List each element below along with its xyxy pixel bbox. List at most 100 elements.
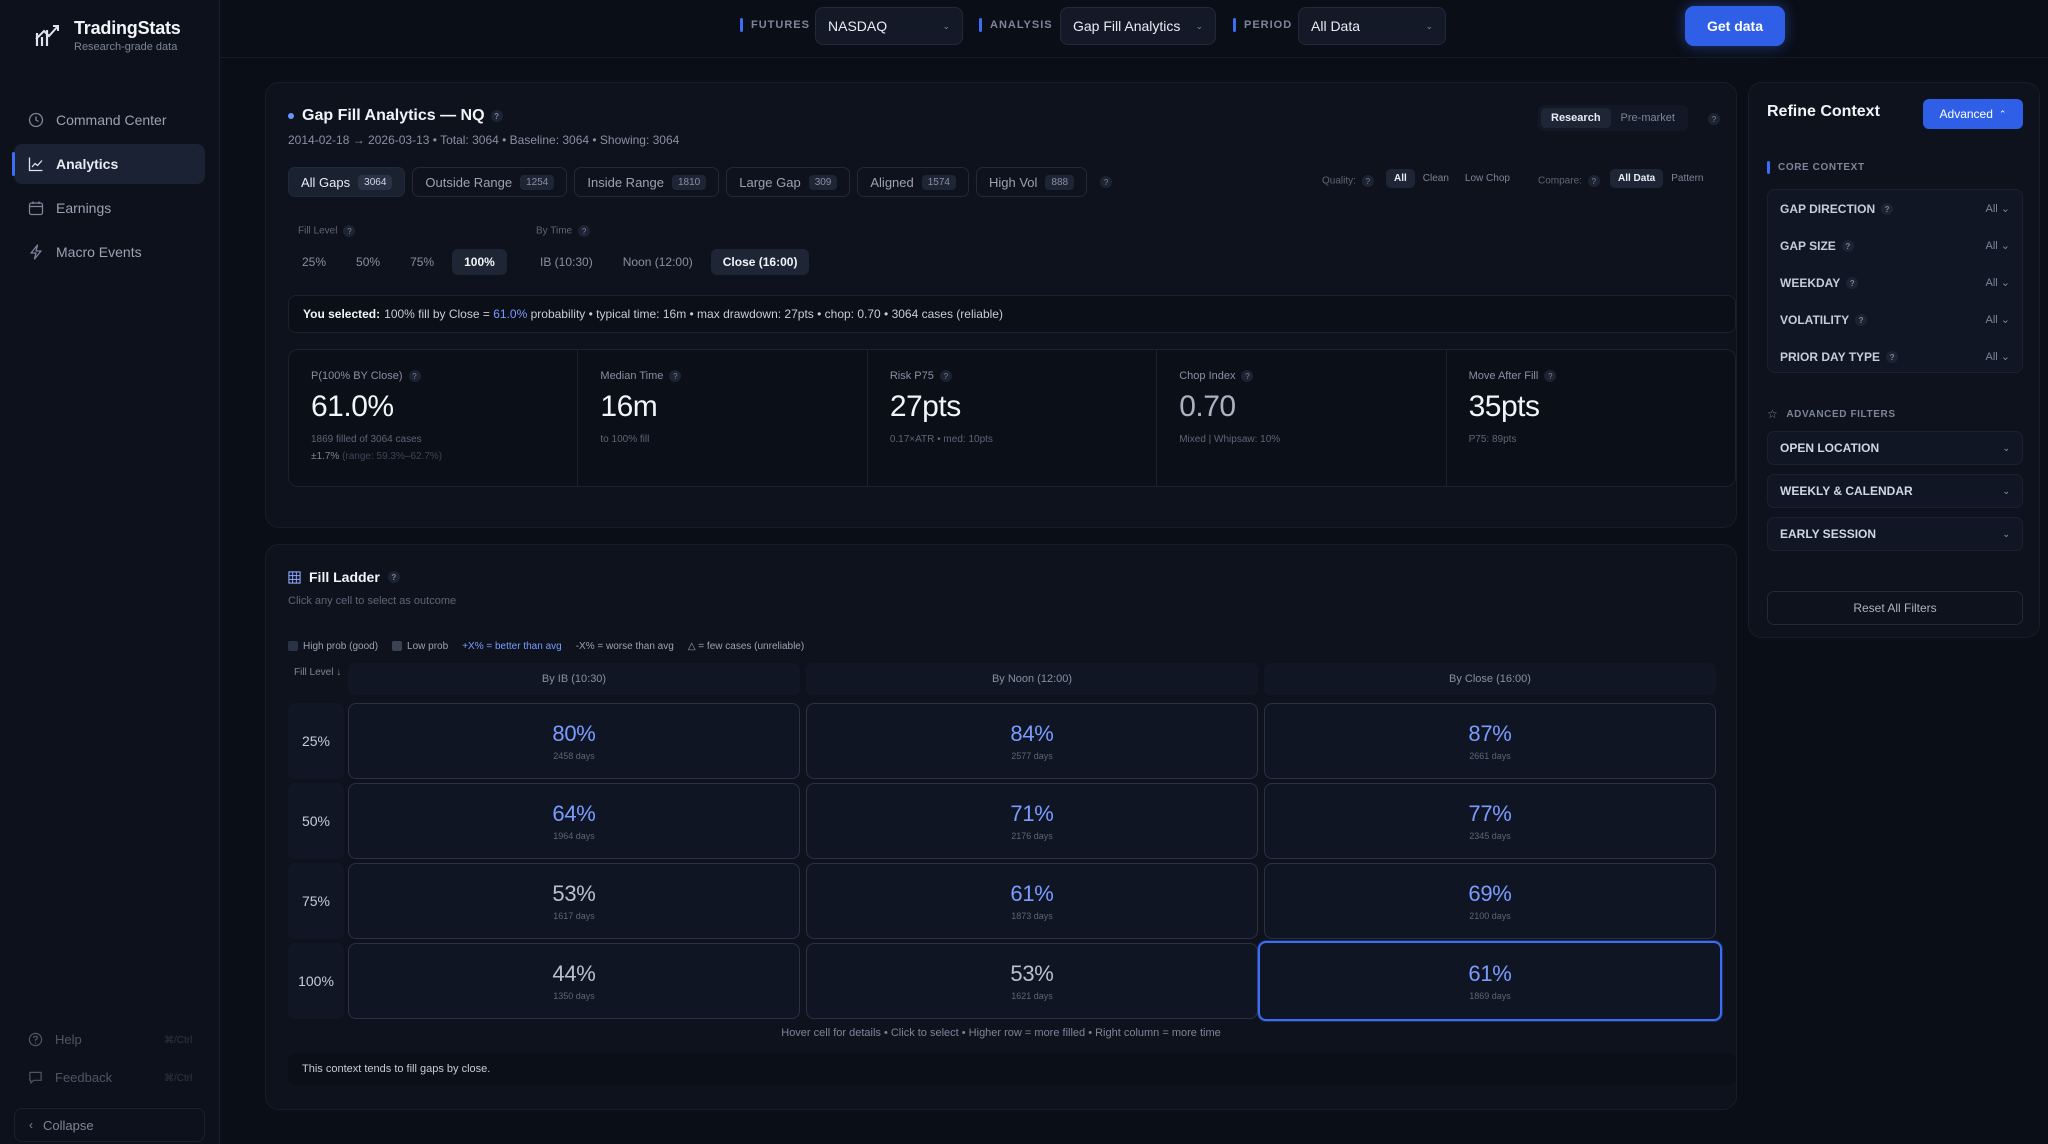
help-icon[interactable]: ? — [1841, 240, 1854, 253]
help-icon[interactable]: ? — [1881, 203, 1894, 216]
compare-label-text: Compare: — [1538, 175, 1582, 187]
accordion-open-location[interactable]: OPEN LOCATION ⌄ — [1767, 431, 2023, 465]
app-logo[interactable]: TradingStats Research-grade data — [32, 18, 181, 53]
help-link[interactable]: Help — [28, 1032, 82, 1047]
help-icon[interactable]: ? — [408, 370, 421, 382]
accordion-early-session[interactable]: EARLY SESSION ⌄ — [1767, 517, 2023, 551]
collapse-button[interactable]: ‹ Collapse — [14, 1108, 205, 1142]
help-icon[interactable]: ? — [939, 370, 952, 382]
filter-prior-day-type[interactable]: PRIOR DAY TYPE? All ⌄ — [1768, 338, 2022, 375]
quality-label-text: Quality: — [1322, 175, 1356, 187]
core-context-label: CORE CONTEXT — [1767, 161, 1865, 174]
help-icon[interactable]: ? — [1855, 314, 1868, 327]
nav-item-analytics[interactable]: Analytics — [12, 144, 205, 184]
tab-label: Aligned — [870, 174, 914, 190]
ladder-cell-25-close[interactable]: 87% 2661 days — [1264, 703, 1716, 779]
tab-count: 3064 — [358, 174, 393, 190]
by-time-label: By Time? — [536, 225, 591, 237]
help-icon[interactable]: ? — [1846, 277, 1859, 290]
ladder-legend: High prob (good) Low prob +X% = better t… — [288, 641, 804, 652]
tab-count: 1254 — [520, 174, 555, 190]
nav-item-macro-events[interactable]: Macro Events — [14, 232, 205, 272]
legend-few: △ = few cases (unreliable) — [688, 641, 804, 652]
help-icon[interactable]: ? — [343, 225, 356, 237]
nav-label: Analytics — [56, 156, 119, 172]
fill-level-50[interactable]: 50% — [356, 255, 381, 269]
reset-all-filters-button[interactable]: Reset All Filters — [1767, 591, 2023, 625]
advanced-toggle-button[interactable]: Advanced ⌃ — [1923, 99, 2023, 129]
row-header-100: 100% — [288, 943, 344, 1019]
filter-gap-direction[interactable]: GAP DIRECTION? All ⌄ — [1768, 190, 2022, 227]
help-icon[interactable]: ? — [1587, 175, 1600, 187]
help-icon[interactable]: ? — [1544, 370, 1557, 382]
tab-all-gaps[interactable]: All Gaps 3064 — [288, 167, 406, 197]
cell-pct: 53% — [552, 881, 596, 906]
analysis-select[interactable]: Gap Fill Analytics ⌄ — [1060, 7, 1216, 45]
ladder-cell-100-ib[interactable]: 44% 1350 days — [348, 943, 800, 1019]
ladder-cell-25-noon[interactable]: 84% 2577 days — [806, 703, 1258, 779]
help-icon[interactable]: ? — [669, 370, 682, 382]
filter-label: GAP SIZE — [1780, 238, 1836, 253]
futures-select[interactable]: NASDAQ ⌄ — [815, 7, 963, 45]
metric-move-after-fill: Move After Fill? 35pts P75: 89pts — [1447, 350, 1735, 486]
mode-premarket[interactable]: Pre-market — [1620, 112, 1675, 124]
selection-pre: 100% fill by Close = — [384, 307, 490, 321]
ladder-cell-50-close[interactable]: 77% 2345 days — [1264, 783, 1716, 859]
time-noon[interactable]: Noon (12:00) — [622, 255, 693, 269]
metric-value: 16m — [600, 390, 658, 423]
legend-high-label: High prob (good) — [303, 641, 379, 652]
compare-pattern[interactable]: Pattern — [1671, 173, 1704, 184]
quality-low-chop[interactable]: Low Chop — [1464, 173, 1510, 184]
tab-high-vol[interactable]: High Vol 888 — [976, 167, 1088, 197]
help-icon[interactable]: ? — [578, 225, 591, 237]
ladder-cell-75-noon[interactable]: 61% 1873 days — [806, 863, 1258, 939]
ladder-cell-100-noon[interactable]: 53% 1621 days — [806, 943, 1258, 1019]
compare-all-data[interactable]: All Data — [1610, 169, 1664, 188]
nav-item-command-center[interactable]: Command Center — [14, 100, 205, 140]
fill-level-25[interactable]: 25% — [302, 255, 327, 269]
ladder-cell-50-ib[interactable]: 64% 1964 days — [348, 783, 800, 859]
fill-level-75[interactable]: 75% — [410, 255, 435, 269]
time-close[interactable]: Close (16:00) — [710, 249, 810, 275]
time-ib[interactable]: IB (10:30) — [540, 255, 593, 269]
row-header-50: 50% — [288, 783, 344, 859]
metric-value: 61.0% — [311, 390, 394, 423]
help-icon[interactable]: ? — [490, 110, 503, 122]
help-icon[interactable]: ? — [1886, 351, 1899, 364]
ladder-cell-50-noon[interactable]: 71% 2176 days — [806, 783, 1258, 859]
tab-inside-range[interactable]: Inside Range 1810 — [574, 167, 720, 197]
quality-all[interactable]: All — [1386, 169, 1415, 188]
fill-level-axis-label: Fill Level ↓ — [294, 667, 342, 678]
main-nav: Command Center Analytics Earnings Macro … — [12, 100, 205, 276]
fill-level-100[interactable]: 100% — [452, 249, 507, 275]
tab-aligned[interactable]: Aligned 1574 — [857, 167, 969, 197]
tab-outside-range[interactable]: Outside Range 1254 — [412, 167, 568, 197]
get-data-button[interactable]: Get data — [1685, 6, 1785, 46]
ladder-cell-25-ib[interactable]: 80% 2458 days — [348, 703, 800, 779]
help-icon[interactable]: ? — [1241, 370, 1254, 382]
filter-weekday[interactable]: WEEKDAY? All ⌄ — [1768, 264, 2022, 301]
period-select[interactable]: All Data ⌄ — [1298, 7, 1446, 45]
accordion-label: WEEKLY & CALENDAR — [1780, 484, 1913, 498]
accordion-weekly-calendar[interactable]: WEEKLY & CALENDAR ⌄ — [1767, 474, 2023, 508]
filter-volatility[interactable]: VOLATILITY? All ⌄ — [1768, 301, 2022, 338]
tab-large-gap[interactable]: Large Gap 309 — [726, 167, 851, 197]
mode-research[interactable]: Research — [1541, 108, 1611, 128]
filter-label: PRIOR DAY TYPE — [1780, 349, 1881, 364]
help-icon[interactable]: ? — [1708, 113, 1720, 125]
filter-gap-size[interactable]: GAP SIZE? All ⌄ — [1768, 227, 2022, 264]
ladder-cell-75-close[interactable]: 69% 2100 days — [1264, 863, 1716, 939]
ladder-cell-100-close-selected[interactable]: 61% 1869 days — [1258, 941, 1722, 1021]
feedback-link[interactable]: Feedback — [28, 1070, 112, 1085]
nav-item-earnings[interactable]: Earnings — [14, 188, 205, 228]
tab-label: Outside Range — [425, 174, 513, 190]
ladder-cell-75-ib[interactable]: 53% 1617 days — [348, 863, 800, 939]
help-icon[interactable]: ? — [1100, 176, 1113, 188]
help-icon[interactable]: ? — [1361, 175, 1374, 187]
status-dot — [288, 113, 294, 119]
cell-pct: 64% — [552, 801, 596, 826]
quality-clean[interactable]: Clean — [1422, 173, 1449, 184]
help-shortcut: ⌘/Ctrl — [164, 1035, 193, 1046]
metric-confidence-range: (range: 59.3%–62.7%) — [342, 451, 443, 462]
help-icon[interactable]: ? — [387, 571, 400, 583]
